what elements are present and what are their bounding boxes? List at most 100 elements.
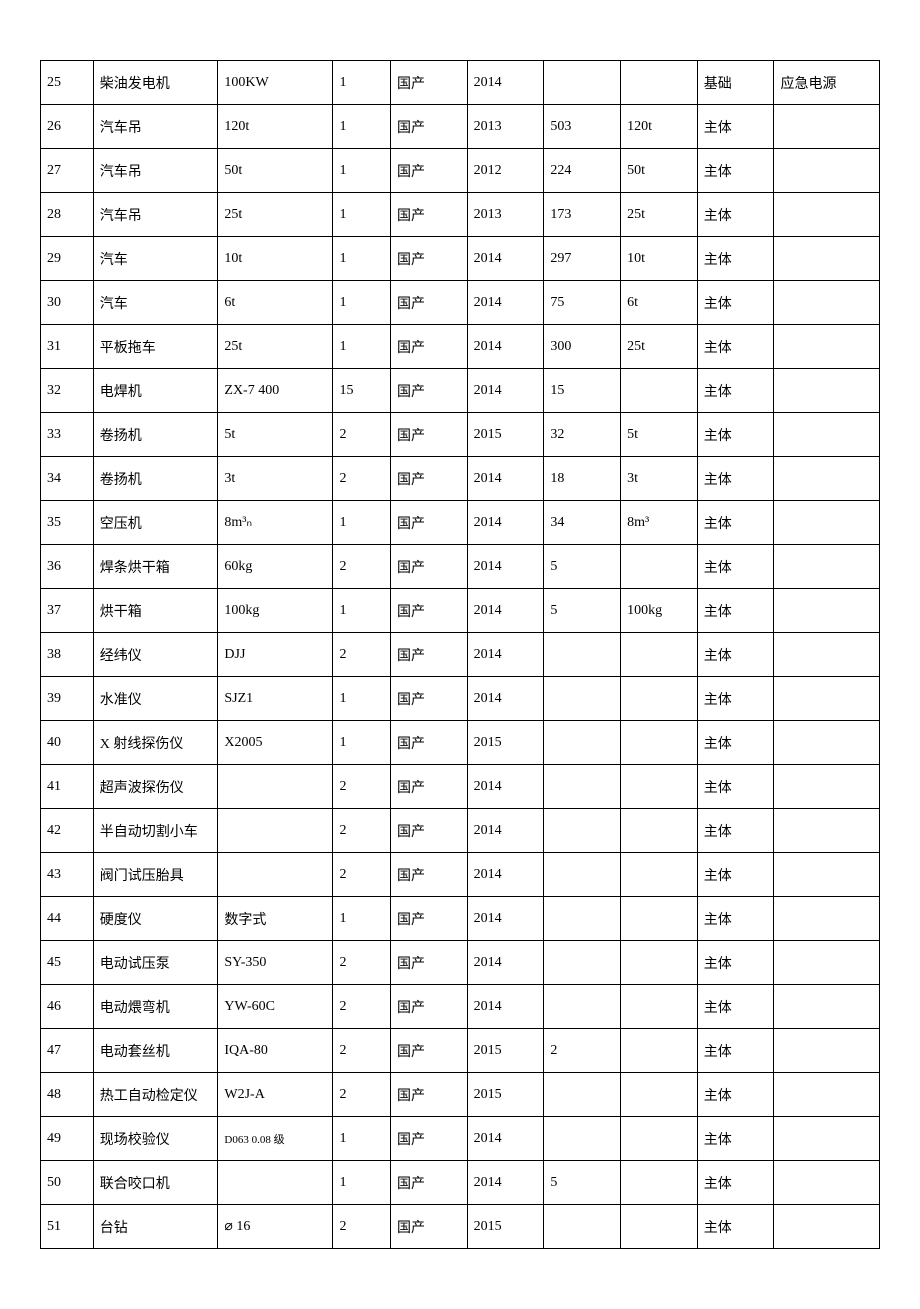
table-cell: 42: [41, 809, 94, 853]
table-cell: 国产: [390, 501, 467, 545]
table-cell: 40: [41, 721, 94, 765]
table-cell: 25t: [621, 325, 698, 369]
table-cell: 主体: [697, 325, 774, 369]
table-cell: 18: [544, 457, 621, 501]
table-cell: 国产: [390, 1205, 467, 1249]
table-cell: 2014: [467, 809, 544, 853]
table-cell: 46: [41, 985, 94, 1029]
table-cell: 主体: [697, 237, 774, 281]
table-cell: 2: [333, 985, 391, 1029]
table-cell: 36: [41, 545, 94, 589]
table-cell: [218, 809, 333, 853]
table-cell: 1: [333, 677, 391, 721]
table-cell: 44: [41, 897, 94, 941]
table-cell: 1: [333, 1117, 391, 1161]
table-cell: 国产: [390, 325, 467, 369]
table-cell: 国产: [390, 193, 467, 237]
table-cell: 2: [333, 1205, 391, 1249]
table-cell: [774, 853, 880, 897]
table-cell: 国产: [390, 633, 467, 677]
table-cell: 柴油发电机: [93, 61, 218, 105]
table-cell: 38: [41, 633, 94, 677]
table-row: 43阀门试压胎具2国产2014主体: [41, 853, 880, 897]
table-cell: 120t: [218, 105, 333, 149]
table-cell: 主体: [697, 281, 774, 325]
table-cell: [774, 1205, 880, 1249]
table-row: 31平板拖车25t1国产201430025t主体: [41, 325, 880, 369]
table-cell: [218, 853, 333, 897]
table-cell: 1: [333, 281, 391, 325]
table-cell: [544, 721, 621, 765]
table-cell: 国产: [390, 237, 467, 281]
table-cell: 2: [333, 413, 391, 457]
table-cell: 国产: [390, 149, 467, 193]
table-cell: [774, 1117, 880, 1161]
table-cell: 国产: [390, 677, 467, 721]
table-cell: 1: [333, 1161, 391, 1205]
table-cell: 卷扬机: [93, 457, 218, 501]
table-cell: 2: [333, 457, 391, 501]
table-cell: 28: [41, 193, 94, 237]
table-cell: 国产: [390, 1073, 467, 1117]
table-cell: 2013: [467, 193, 544, 237]
table-cell: 国产: [390, 369, 467, 413]
table-cell: 1: [333, 501, 391, 545]
table-cell: 30: [41, 281, 94, 325]
table-cell: 国产: [390, 897, 467, 941]
table-row: 25柴油发电机100KW1国产2014基础应急电源: [41, 61, 880, 105]
table-cell: 主体: [697, 1117, 774, 1161]
table-cell: [774, 721, 880, 765]
table-cell: 1: [333, 589, 391, 633]
table-cell: 2012: [467, 149, 544, 193]
table-cell: 100KW: [218, 61, 333, 105]
table-cell: 主体: [697, 105, 774, 149]
table-cell: 2014: [467, 1117, 544, 1161]
table-cell: 51: [41, 1205, 94, 1249]
table-cell: 国产: [390, 941, 467, 985]
table-cell: 联合咬口机: [93, 1161, 218, 1205]
table-cell: 35: [41, 501, 94, 545]
table-cell: [774, 897, 880, 941]
table-cell: 2: [333, 941, 391, 985]
table-cell: 3t: [621, 457, 698, 501]
table-cell: ZX-7 400: [218, 369, 333, 413]
table-cell: 49: [41, 1117, 94, 1161]
table-cell: 国产: [390, 545, 467, 589]
table-cell: [544, 765, 621, 809]
table-row: 38经纬仪DJJ2国产2014主体: [41, 633, 880, 677]
table-cell: 2014: [467, 985, 544, 1029]
table-cell: 烘干箱: [93, 589, 218, 633]
table-row: 35空压机8m³ₙ1国产2014348m³主体: [41, 501, 880, 545]
table-cell: [621, 61, 698, 105]
table-row: 36焊条烘干箱60kg2国产20145主体: [41, 545, 880, 589]
table-cell: [218, 765, 333, 809]
table-cell: 29: [41, 237, 94, 281]
table-cell: 半自动切割小车: [93, 809, 218, 853]
table-cell: 10t: [621, 237, 698, 281]
table-cell: [774, 633, 880, 677]
table-row: 39水准仪SJZ11国产2014主体: [41, 677, 880, 721]
table-cell: 100kg: [218, 589, 333, 633]
table-cell: [544, 985, 621, 1029]
table-cell: [774, 325, 880, 369]
table-cell: 汽车: [93, 281, 218, 325]
table-cell: 34: [41, 457, 94, 501]
table-cell: [621, 1073, 698, 1117]
table-row: 47电动套丝机IQA-802国产20152主体: [41, 1029, 880, 1073]
table-row: 34卷扬机3t2国产2014183t主体: [41, 457, 880, 501]
table-cell: 2014: [467, 325, 544, 369]
table-cell: X 射线探伤仪: [93, 721, 218, 765]
table-cell: 2: [544, 1029, 621, 1073]
table-cell: 2: [333, 1073, 391, 1117]
table-cell: 2014: [467, 1161, 544, 1205]
table-cell: 32: [41, 369, 94, 413]
table-cell: 主体: [697, 853, 774, 897]
table-cell: DJJ: [218, 633, 333, 677]
table-cell: [544, 941, 621, 985]
table-cell: [621, 941, 698, 985]
table-cell: 8m³: [621, 501, 698, 545]
table-cell: 31: [41, 325, 94, 369]
table-cell: 主体: [697, 941, 774, 985]
table-cell: 主体: [697, 413, 774, 457]
table-cell: 主体: [697, 677, 774, 721]
